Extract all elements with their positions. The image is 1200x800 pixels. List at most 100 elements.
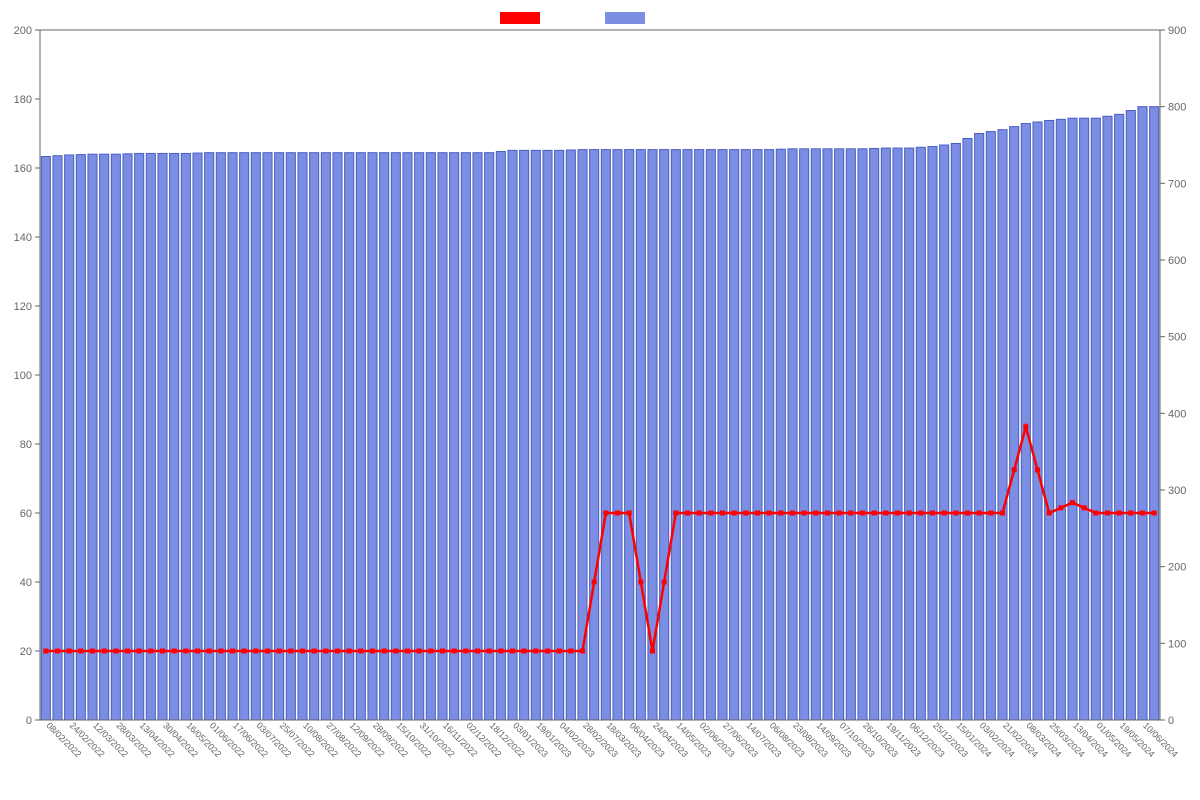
right-axis-tick-label: 500: [1168, 332, 1186, 344]
right-axis-tick-label: 200: [1168, 562, 1186, 574]
line-marker: [977, 511, 982, 516]
bar: [940, 145, 949, 720]
chart-svg: 0204060801001201401601802000100200300400…: [0, 0, 1200, 800]
bar: [765, 150, 774, 720]
bar: [858, 149, 867, 720]
line-marker: [428, 649, 433, 654]
line-marker: [883, 511, 888, 516]
line-marker: [67, 649, 72, 654]
bar: [543, 150, 552, 720]
line-marker: [907, 511, 912, 516]
bar: [485, 153, 494, 720]
line-marker: [242, 649, 247, 654]
line-marker: [1117, 511, 1122, 516]
left-axis-tick-label: 20: [20, 646, 32, 658]
bar: [345, 153, 354, 720]
line-marker: [347, 649, 352, 654]
bar: [531, 150, 540, 720]
line-marker: [638, 580, 643, 585]
bar: [846, 149, 855, 720]
bar: [415, 153, 424, 720]
line-marker: [358, 649, 363, 654]
line-marker: [218, 649, 223, 654]
line-marker: [1070, 500, 1075, 505]
line-marker: [778, 511, 783, 516]
bar: [380, 153, 389, 720]
line-marker: [1047, 511, 1052, 516]
bar: [193, 153, 202, 720]
bar: [146, 153, 155, 720]
bar: [1138, 107, 1147, 720]
line-marker: [825, 511, 830, 516]
bar: [870, 148, 879, 720]
line-marker: [802, 511, 807, 516]
bar: [951, 143, 960, 720]
line-marker: [172, 649, 177, 654]
bar: [1045, 120, 1054, 720]
bar: [181, 153, 190, 720]
line-marker: [872, 511, 877, 516]
bar: [111, 154, 120, 720]
line-marker: [697, 511, 702, 516]
bar: [228, 153, 237, 720]
bar: [438, 153, 447, 720]
bar: [905, 148, 914, 720]
line-marker: [207, 649, 212, 654]
line-marker: [545, 649, 550, 654]
line-marker: [312, 649, 317, 654]
line-marker: [148, 649, 153, 654]
line-marker: [183, 649, 188, 654]
right-axis-tick-label: 0: [1168, 715, 1174, 727]
bar: [461, 153, 470, 720]
bar: [275, 153, 284, 720]
line-marker: [673, 511, 678, 516]
line-marker: [603, 511, 608, 516]
line-marker: [860, 511, 865, 516]
bar: [963, 138, 972, 720]
right-axis-tick-label: 300: [1168, 485, 1186, 497]
line-marker: [522, 649, 527, 654]
line-marker: [965, 511, 970, 516]
line-marker: [662, 580, 667, 585]
line-marker: [102, 649, 107, 654]
line-marker: [1058, 505, 1063, 510]
line-marker: [650, 649, 655, 654]
bar: [473, 153, 482, 720]
bar: [1091, 118, 1100, 720]
line-marker: [627, 511, 632, 516]
line-marker: [708, 511, 713, 516]
line-marker: [720, 511, 725, 516]
line-marker: [300, 649, 305, 654]
bar: [706, 150, 715, 720]
line-marker: [592, 580, 597, 585]
left-axis-tick-label: 80: [20, 439, 32, 451]
bar: [1021, 124, 1030, 720]
bar: [671, 150, 680, 720]
legend-swatch-bar: [605, 12, 645, 24]
bar: [800, 149, 809, 720]
bar: [286, 153, 295, 720]
line-marker: [230, 649, 235, 654]
bar: [753, 150, 762, 720]
line-marker: [942, 511, 947, 516]
bar: [590, 150, 599, 720]
line-marker: [475, 649, 480, 654]
right-axis-tick-label: 900: [1168, 25, 1186, 37]
line-marker: [195, 649, 200, 654]
line-marker: [1082, 505, 1087, 510]
line-marker: [580, 649, 585, 654]
right-axis-tick-label: 100: [1168, 638, 1186, 650]
legend-swatch-line: [500, 12, 540, 24]
bar: [310, 153, 319, 720]
line-marker: [568, 649, 573, 654]
line-marker: [405, 649, 410, 654]
bar: [916, 147, 925, 720]
bar: [625, 150, 634, 720]
bar: [333, 153, 342, 720]
line-marker: [393, 649, 398, 654]
line-marker: [1093, 511, 1098, 516]
right-axis-tick-label: 400: [1168, 408, 1186, 420]
line-marker: [382, 649, 387, 654]
line-marker: [813, 511, 818, 516]
bar: [123, 154, 132, 720]
